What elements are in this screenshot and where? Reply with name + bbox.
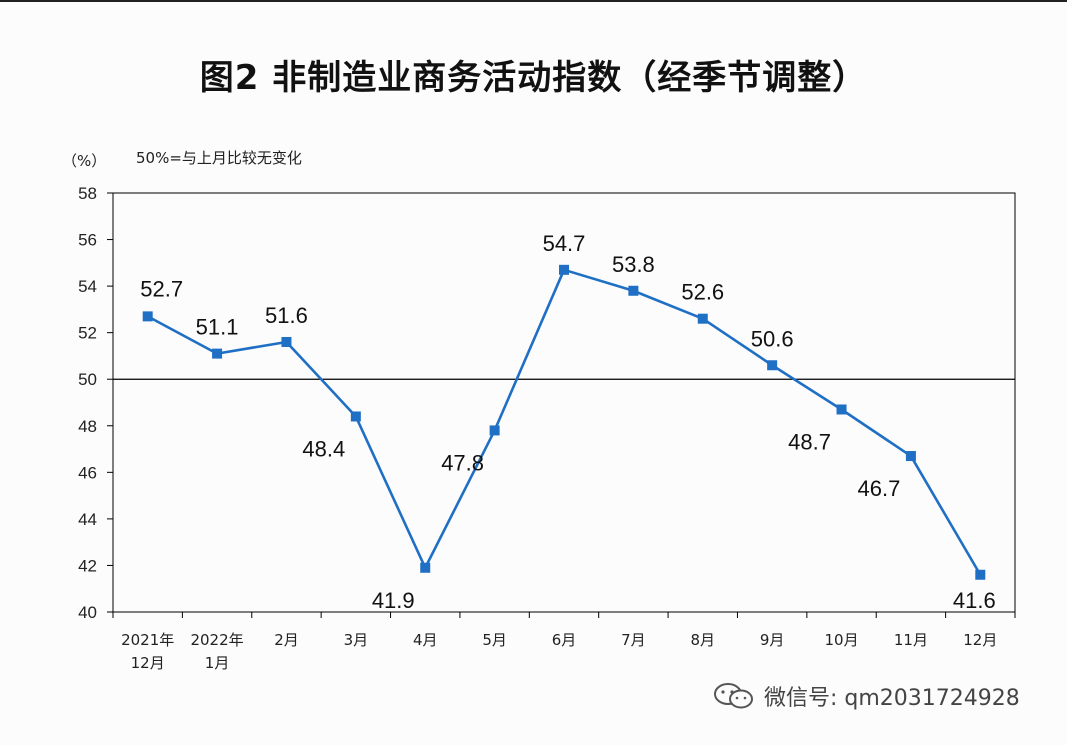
data-point-marker bbox=[628, 285, 639, 296]
top-border bbox=[0, 0, 1067, 2]
x-tick-label: 3月 bbox=[344, 631, 369, 649]
y-tick-label: 42 bbox=[78, 556, 97, 575]
data-label: 52.6 bbox=[681, 280, 724, 305]
reference-note: 50%=与上月比较无变化 bbox=[136, 149, 302, 167]
x-tick-label: 6月 bbox=[552, 631, 577, 649]
data-point-marker bbox=[975, 569, 986, 580]
x-tick-label: 12月 bbox=[963, 631, 997, 649]
data-label: 50.6 bbox=[751, 326, 794, 351]
data-label: 47.8 bbox=[441, 450, 484, 475]
x-tick-label: 1月 bbox=[205, 654, 230, 672]
data-label: 48.4 bbox=[302, 436, 345, 461]
data-point-marker bbox=[350, 411, 361, 422]
x-tick-label: 4月 bbox=[413, 631, 438, 649]
data-point-marker bbox=[281, 336, 292, 347]
x-tick-label: 10月 bbox=[824, 631, 858, 649]
y-tick-label: 40 bbox=[78, 603, 97, 622]
data-label: 48.7 bbox=[788, 429, 831, 454]
y-axis-unit-label: （%） bbox=[62, 152, 107, 170]
x-tick-label: 11月 bbox=[894, 631, 928, 649]
data-point-marker bbox=[767, 360, 778, 371]
x-tick-label: 12月 bbox=[131, 654, 165, 672]
y-tick-label: 54 bbox=[78, 277, 97, 296]
data-point-marker bbox=[212, 348, 223, 359]
data-label: 46.7 bbox=[858, 476, 901, 501]
data-label: 51.1 bbox=[196, 315, 239, 340]
chart-title: 图2 非制造业商务活动指数（经季节调整） bbox=[199, 58, 868, 98]
x-tick-label: 7月 bbox=[621, 631, 646, 649]
y-tick-label: 56 bbox=[78, 231, 97, 250]
data-label: 51.6 bbox=[265, 303, 308, 328]
x-tick-label: 8月 bbox=[690, 631, 715, 649]
y-tick-label: 46 bbox=[78, 463, 97, 482]
data-label: 53.8 bbox=[612, 252, 655, 277]
data-label: 54.7 bbox=[543, 231, 586, 256]
data-label: 41.9 bbox=[372, 588, 415, 613]
y-tick-label: 50 bbox=[78, 370, 97, 389]
wechat-icon bbox=[714, 683, 753, 709]
data-point-marker bbox=[905, 451, 916, 462]
x-tick-label: 2月 bbox=[274, 631, 299, 649]
data-label: 41.6 bbox=[953, 588, 996, 613]
y-tick-label: 58 bbox=[78, 184, 97, 203]
x-tick-label: 5月 bbox=[482, 631, 507, 649]
data-point-marker bbox=[489, 425, 500, 436]
data-point-marker bbox=[142, 311, 153, 322]
data-point-marker bbox=[559, 264, 569, 275]
watermark: 微信号: qm2031724928 bbox=[712, 680, 1020, 712]
data-point-marker bbox=[697, 313, 708, 324]
data-point-marker bbox=[420, 562, 431, 573]
plot-area-frame bbox=[112, 192, 1016, 613]
y-tick-label: 44 bbox=[78, 510, 97, 529]
x-tick-label: 9月 bbox=[760, 631, 785, 649]
x-tick-label: 2022年 bbox=[190, 631, 243, 649]
data-label: 52.7 bbox=[140, 276, 183, 301]
x-tick-label: 2021年 bbox=[121, 631, 174, 649]
y-tick-label: 48 bbox=[78, 417, 97, 436]
data-point-marker bbox=[836, 404, 847, 415]
y-tick-label: 52 bbox=[78, 324, 97, 343]
watermark-text: 微信号: qm2031724928 bbox=[764, 686, 1020, 711]
